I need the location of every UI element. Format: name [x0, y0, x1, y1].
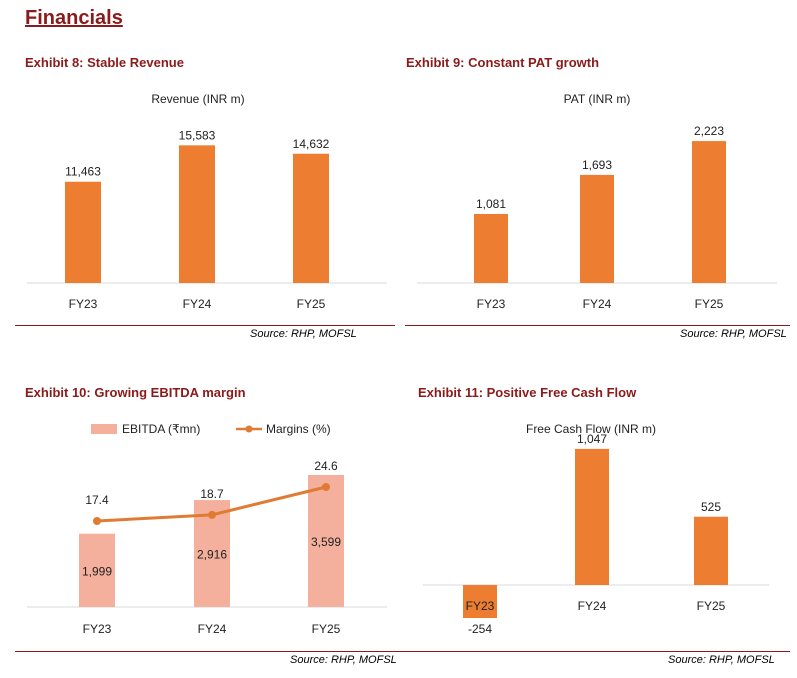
margins-data-label: 18.7: [200, 487, 224, 501]
x-tick-label: FY24: [578, 599, 607, 613]
exhibit-8-title: Exhibit 8: Stable Revenue: [25, 55, 184, 70]
bar-fy24: [575, 448, 609, 585]
x-tick-label: FY24: [183, 297, 212, 311]
x-tick-label: FY23: [466, 599, 495, 613]
ebitda-data-label: 1,999: [82, 564, 112, 578]
exhibit-9-rule: [405, 325, 790, 326]
bar-fy23: [65, 181, 101, 283]
ebitda-data-label: 3,599: [311, 535, 341, 549]
exhibit-9-title: Exhibit 9: Constant PAT growth: [406, 55, 600, 70]
exhibit-9-source: Source: RHP, MOFSL: [680, 328, 787, 340]
legend-margins-label: Margins (%): [266, 422, 331, 436]
data-label: 1,693: [582, 158, 612, 172]
data-label: 15,583: [179, 128, 216, 142]
bottom-rule: [15, 651, 790, 652]
margins-marker: [93, 517, 101, 525]
bar-fy24: [580, 174, 614, 283]
x-tick-label: FY24: [583, 297, 612, 311]
exhibit-8-rule: [15, 325, 395, 326]
data-label: 11,463: [65, 165, 101, 179]
data-label: 525: [701, 500, 721, 514]
x-tick-label: FY25: [312, 622, 341, 636]
legend-margins-marker: [245, 425, 253, 433]
x-tick-label: FY24: [198, 622, 227, 636]
x-tick-label: FY23: [69, 297, 98, 311]
chart-title: Revenue (INR m): [151, 92, 244, 106]
x-tick-label: FY25: [697, 599, 726, 613]
bar-fy25: [692, 141, 726, 283]
chart-title: PAT (INR m): [564, 92, 631, 106]
margins-data-label: 24.6: [314, 459, 338, 473]
data-label: 2,223: [694, 124, 724, 138]
exhibit-10-source: Source: RHP, MOFSL: [290, 654, 397, 666]
bar-fy24: [179, 145, 215, 283]
free-cash-flow-chart: Free Cash Flow (INR m) -254 FY23 1,047 FY24 5…: [423, 422, 769, 636]
pat-chart: PAT (INR m) 1,081 FY23 1,693 FY24 2,223 FY25: [417, 92, 777, 311]
bar-fy23: [463, 585, 497, 619]
exhibit-10-title: Exhibit 10: Growing EBITDA margin: [25, 385, 246, 400]
chart-title: Free Cash Flow (INR m): [526, 422, 656, 436]
data-label: 1,081: [476, 197, 506, 211]
bar-fy25: [694, 516, 728, 585]
ebitda-data-label: 2,916: [197, 548, 227, 562]
exhibit-11-title: Exhibit 11: Positive Free Cash Flow: [418, 385, 637, 400]
data-label: 14,632: [293, 137, 330, 151]
page-title: Financials: [25, 7, 123, 29]
exhibit-8-source: Source: RHP, MOFSL: [250, 328, 357, 340]
data-label: -254: [468, 622, 492, 636]
x-tick-label: FY23: [83, 622, 112, 636]
legend-ebitda-swatch: [91, 424, 117, 434]
ebitda-bar-fy23: [79, 533, 115, 607]
bar-fy25: [293, 153, 329, 283]
margins-marker: [322, 483, 330, 491]
x-tick-label: FY25: [695, 297, 724, 311]
data-label: 1,047: [577, 432, 607, 446]
x-tick-label: FY23: [477, 297, 506, 311]
revenue-chart: Revenue (INR m) 11,463 FY23 15,583 FY24 14,63…: [27, 92, 387, 311]
legend-ebitda-label: EBITDA (₹mn): [122, 422, 200, 436]
exhibit-11-source: Source: RHP, MOFSL: [668, 654, 775, 666]
x-tick-label: FY25: [297, 297, 326, 311]
bar-fy23: [474, 213, 508, 283]
margins-data-label: 17.4: [85, 493, 109, 507]
ebitda-bar-fy25: [308, 475, 344, 607]
ebitda-margin-chart: EBITDA (₹mn) Margins (%) 1,999 FY23 2,916 FY2…: [27, 422, 387, 636]
margins-marker: [208, 510, 216, 519]
